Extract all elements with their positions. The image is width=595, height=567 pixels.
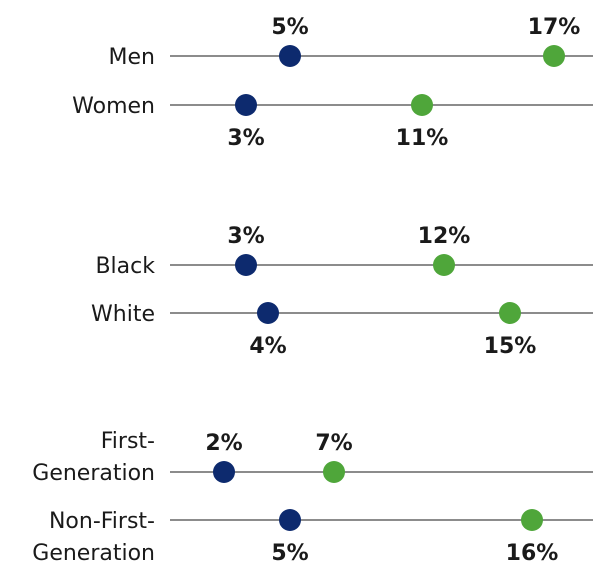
value-label-a: 3% xyxy=(227,224,264,249)
dot-series-b xyxy=(323,461,345,483)
value-label-b: 11% xyxy=(396,126,449,151)
value-label-b: 17% xyxy=(528,15,581,40)
value-label-a: 5% xyxy=(271,15,308,40)
value-label-b: 16% xyxy=(506,541,559,566)
value-label-a: 5% xyxy=(271,541,308,566)
value-label-b: 15% xyxy=(484,334,537,359)
value-label-a: 2% xyxy=(205,431,242,456)
dot-series-b xyxy=(543,45,565,67)
value-label-b: 12% xyxy=(418,224,471,249)
dot-series-a xyxy=(279,45,301,67)
dot-series-b xyxy=(433,254,455,276)
value-label-a: 4% xyxy=(249,334,286,359)
dot-series-a xyxy=(279,509,301,531)
dot-series-a xyxy=(257,302,279,324)
value-label-b: 7% xyxy=(315,431,352,456)
dot-series-a xyxy=(235,254,257,276)
category-label: Non-First- xyxy=(49,509,155,534)
dot-series-b xyxy=(521,509,543,531)
category-label: Generation xyxy=(32,541,155,566)
dot-series-a xyxy=(235,94,257,116)
category-label: Black xyxy=(95,254,155,279)
category-label: White xyxy=(91,302,155,327)
category-label: Generation xyxy=(32,461,155,486)
dot-series-a xyxy=(213,461,235,483)
dot-series-b xyxy=(499,302,521,324)
dot-series-b xyxy=(411,94,433,116)
category-label: First- xyxy=(101,429,155,454)
category-label: Women xyxy=(72,94,155,119)
category-label: Men xyxy=(109,45,155,70)
value-label-a: 3% xyxy=(227,126,264,151)
